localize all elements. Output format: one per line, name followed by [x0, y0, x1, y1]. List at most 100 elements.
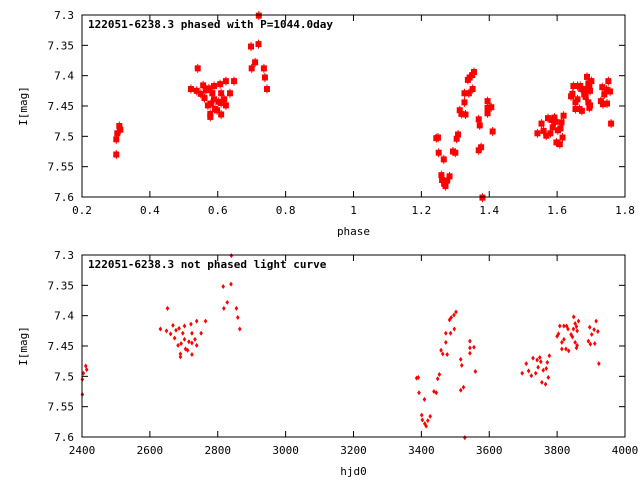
data-point	[83, 363, 88, 369]
data-point	[479, 193, 486, 203]
x-tick-label: 2400	[69, 444, 96, 457]
data-point	[543, 381, 548, 387]
data-point	[202, 85, 209, 95]
data-point	[117, 125, 124, 135]
data-point	[114, 128, 121, 138]
data-point	[544, 365, 549, 371]
data-point	[449, 314, 454, 320]
data-point	[572, 104, 579, 114]
data-point	[458, 387, 463, 393]
plot-frame	[81, 14, 626, 198]
plot-panel-1: 0.2 0.4 0.6 0.8 1 1.2 1.4 1.6 1.8 7.3 7.35 7.4 7.45 7…	[17, 9, 635, 238]
plot-frame	[81, 254, 626, 438]
data-point	[417, 390, 421, 396]
data-point	[547, 128, 554, 138]
data-point	[189, 321, 193, 327]
data-point	[588, 341, 593, 347]
y-tick-label: 7.35	[48, 39, 75, 52]
data-point	[587, 324, 592, 330]
data-point	[484, 108, 491, 118]
data-point	[158, 326, 163, 332]
data-point	[229, 253, 234, 259]
data-point	[260, 63, 267, 73]
data-point	[231, 76, 238, 86]
data-point	[226, 88, 233, 98]
data-point	[164, 328, 169, 334]
x-tick-label: 0.6	[208, 204, 228, 217]
data-point	[488, 102, 495, 112]
data-point	[199, 330, 203, 336]
data-point	[461, 97, 468, 107]
data-point	[452, 312, 456, 318]
data-point	[455, 130, 462, 140]
data-point	[587, 100, 594, 110]
data-point	[222, 76, 229, 86]
data-points	[113, 11, 615, 203]
data-point	[539, 359, 543, 365]
data-point	[416, 375, 421, 381]
data-point	[596, 328, 600, 334]
data-point	[576, 318, 581, 324]
data-point	[573, 339, 577, 345]
data-point	[172, 335, 177, 341]
x-tick-label: 3800	[544, 444, 571, 457]
data-point	[558, 117, 565, 127]
data-point	[194, 318, 199, 324]
data-point	[462, 109, 469, 119]
x-tick-label: 1.4	[479, 204, 499, 217]
data-point	[545, 359, 550, 365]
data-point	[564, 346, 568, 352]
chart-title: 122051-6238.3 phased with P=1044.0day	[88, 18, 333, 31]
data-point	[524, 361, 529, 367]
data-point	[529, 373, 534, 379]
data-point	[171, 322, 175, 328]
data-point	[439, 347, 443, 353]
data-point	[589, 331, 594, 337]
data-point	[217, 79, 224, 89]
data-point	[252, 57, 259, 67]
data-point	[221, 94, 228, 104]
data-point	[204, 100, 211, 110]
data-point	[608, 119, 615, 129]
data-point	[263, 84, 270, 94]
data-point	[562, 336, 566, 342]
data-point	[597, 361, 601, 367]
data-point	[575, 342, 579, 348]
data-point	[578, 84, 585, 94]
data-point	[234, 305, 239, 311]
data-point	[165, 305, 170, 311]
data-point	[168, 331, 173, 337]
x-axis-label: hjd0	[340, 465, 367, 478]
data-point	[183, 346, 188, 352]
data-point	[445, 351, 449, 357]
x-tick-label: 1.6	[547, 204, 567, 217]
data-point	[187, 84, 194, 94]
y-tick-label: 7.5	[54, 370, 74, 383]
data-point	[203, 318, 208, 324]
data-point	[475, 114, 482, 124]
data-point	[180, 330, 185, 336]
x-tick-label: 3600	[476, 444, 503, 457]
data-point	[201, 93, 208, 103]
data-point	[538, 355, 542, 361]
data-point	[255, 11, 262, 21]
data-point	[255, 39, 262, 49]
data-point	[520, 370, 524, 376]
data-point	[556, 331, 561, 337]
data-point	[571, 314, 576, 320]
data-point	[578, 106, 585, 116]
data-point	[607, 86, 614, 96]
data-point	[422, 396, 427, 402]
y-tick-label: 7.55	[48, 161, 75, 174]
data-point	[560, 339, 564, 345]
data-point	[570, 334, 575, 340]
x-tick-label: 0.2	[72, 204, 92, 217]
data-point	[178, 354, 183, 360]
data-point	[559, 133, 566, 143]
data-point	[446, 171, 453, 181]
data-point	[248, 42, 255, 52]
data-point	[574, 94, 581, 104]
chart-title: 122051-6238.3 not phased light curve	[88, 258, 327, 271]
data-point	[435, 133, 442, 143]
data-point	[84, 367, 89, 373]
